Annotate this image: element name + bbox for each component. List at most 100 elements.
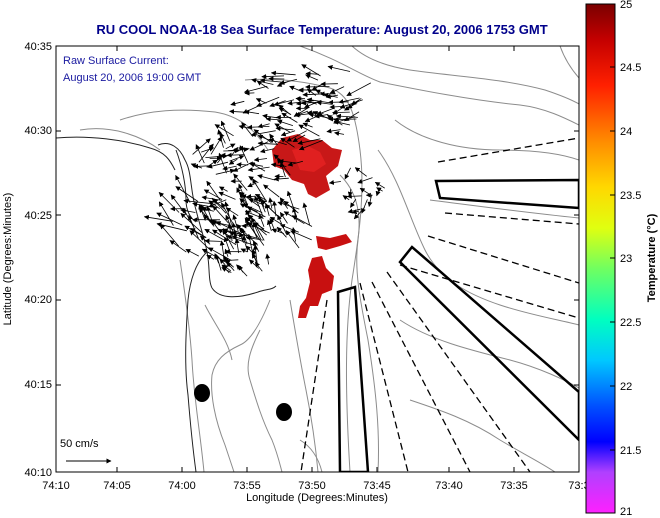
current-vector <box>296 100 309 106</box>
y-tick-label: 40:20 <box>24 294 52 306</box>
current-vector <box>305 74 319 81</box>
current-vector <box>302 202 310 226</box>
current-vector <box>238 231 244 243</box>
current-vector <box>287 160 304 167</box>
contour-line <box>339 174 380 472</box>
colorbar: 25 24.5 24 23.5 23 22.5 22 21.5 21 Tempe… <box>585 0 658 518</box>
colorbar-tick-label: 22.5 <box>620 317 641 329</box>
x-tick-label: 74:05 <box>103 480 131 492</box>
sst-patch-south <box>298 256 334 318</box>
current-vector <box>279 161 286 178</box>
contour-line <box>429 199 579 219</box>
radial-line <box>399 264 579 319</box>
x-axis-label: Longitude (Degrees:Minutes) <box>246 492 388 504</box>
current-vector <box>218 186 228 192</box>
radial-line <box>437 137 579 163</box>
colorbar-tick-label: 23.5 <box>620 190 641 202</box>
current-vector <box>222 165 237 171</box>
current-vector <box>249 141 269 151</box>
current-vector <box>292 134 306 143</box>
current-vector <box>325 93 339 99</box>
current-vector <box>246 193 256 199</box>
current-vector <box>333 119 351 126</box>
current-vector <box>374 181 385 189</box>
current-vector <box>201 195 222 201</box>
current-vector <box>228 158 238 165</box>
current-vector <box>222 264 232 272</box>
current-vector <box>239 203 266 218</box>
current-vector <box>208 200 220 210</box>
annotation-line-2: August 20, 2006 19:00 GMT <box>63 72 201 84</box>
contour-line <box>299 46 579 126</box>
y-axis: 40:35 40:30 40:25 40:20 40:15 40:10 <box>24 41 579 479</box>
current-vector <box>275 126 294 132</box>
contour-line <box>244 78 363 472</box>
chart-title: RU COOL NOAA-18 Sea Surface Temperature:… <box>96 22 547 37</box>
current-vector <box>248 198 264 206</box>
current-vector <box>180 208 196 214</box>
current-vector <box>233 173 248 191</box>
x-tick-label: 73:40 <box>435 480 463 492</box>
current-vector <box>376 187 383 193</box>
current-vector <box>253 129 272 144</box>
current-vector <box>230 100 245 107</box>
y-axis-label: Latitude (Degrees:Minutes) <box>2 193 14 326</box>
radial-line <box>427 235 579 284</box>
current-vector <box>215 221 240 234</box>
current-vector <box>251 78 274 85</box>
current-vector <box>143 214 173 222</box>
map-frame <box>55 45 580 473</box>
current-vector <box>292 207 298 223</box>
current-vector <box>240 194 264 203</box>
coastline-segment <box>185 251 208 472</box>
current-vector <box>344 111 360 122</box>
contour-line <box>79 128 161 151</box>
current-vector <box>270 70 296 76</box>
current-vector <box>250 130 276 137</box>
current-vector <box>224 248 230 257</box>
current-vector <box>298 124 320 137</box>
current-vector <box>206 254 215 260</box>
sst-patch-north-core <box>292 146 326 172</box>
colorbar-tick-label: 22 <box>620 381 632 393</box>
x-tick-marks <box>116 46 515 472</box>
zone-north-strip <box>434 178 579 210</box>
surface-current-vectors <box>143 64 385 277</box>
current-vector <box>265 253 271 265</box>
current-vector <box>258 213 265 227</box>
colorbar-tick-marks <box>610 66 615 451</box>
y-tick-label: 40:30 <box>24 125 52 137</box>
x-axis: 74:10 74:05 74:00 73:55 73:50 73:45 73:4… <box>42 46 590 492</box>
current-vector <box>334 131 345 136</box>
current-vector <box>221 267 232 273</box>
current-vector <box>361 199 368 214</box>
coastline-segment <box>211 285 277 298</box>
current-vector <box>344 102 358 111</box>
current-vector <box>344 167 351 180</box>
radial-dashed-lines <box>300 137 579 472</box>
colorbar-tick-label: 23 <box>620 253 632 265</box>
current-vector <box>229 109 245 115</box>
x-tick-label: 73:55 <box>233 480 261 492</box>
current-vector <box>253 222 265 230</box>
current-vector <box>260 148 275 154</box>
current-vector <box>280 130 296 137</box>
current-vector <box>350 198 357 208</box>
current-vector <box>286 190 298 218</box>
current-vector <box>298 140 323 151</box>
current-vector <box>225 259 234 268</box>
colorbar-tick-label: 24.5 <box>620 62 641 74</box>
radial-line <box>300 299 328 472</box>
current-vector <box>255 98 267 104</box>
contour-line <box>204 304 233 361</box>
x-tick-label: 74:10 <box>42 480 70 492</box>
current-vector <box>207 161 229 169</box>
current-vector <box>269 133 278 146</box>
current-vector <box>204 238 221 244</box>
current-vector <box>279 78 298 85</box>
y-tick-label: 40:15 <box>24 379 52 391</box>
current-vector <box>206 205 215 227</box>
x-tick-label: 73:3 <box>568 480 589 492</box>
current-vector <box>214 124 234 137</box>
y-tick-marks <box>56 130 579 386</box>
